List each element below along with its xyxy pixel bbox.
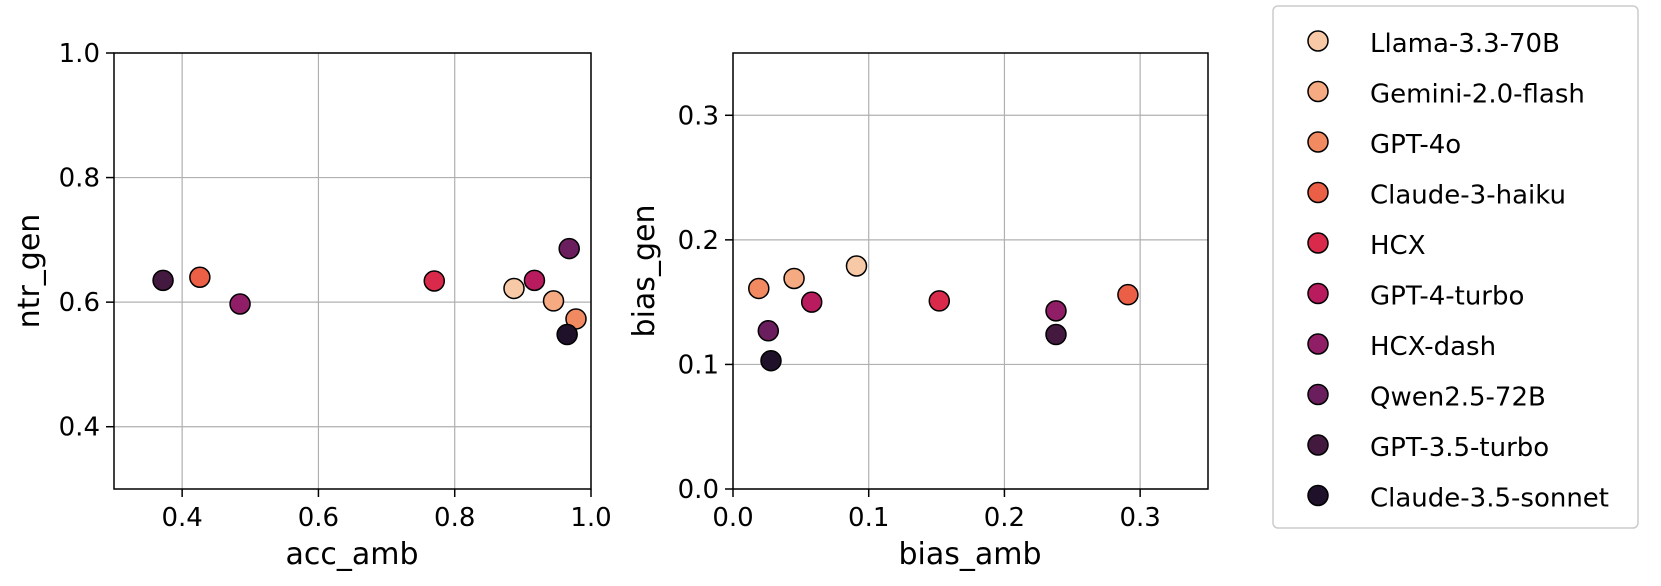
y-tick-label: 0.3 — [678, 101, 719, 131]
point-gemini-2-0-flash — [783, 267, 805, 290]
point-qwen2-5-72b — [757, 320, 780, 342]
legend-item-qwen2-5-72b: Qwen2.5-72B — [1307, 383, 1546, 413]
legend-item-gpt-4o: GPT-4o — [1307, 130, 1461, 160]
legend-item-claude-3-haiku: Claude-3-haiku — [1307, 181, 1566, 211]
legend-marker — [1307, 30, 1329, 52]
point-claude-3-5-sonnet — [556, 323, 578, 346]
legend-marker — [1307, 282, 1329, 305]
plot-frame — [732, 52, 1209, 490]
legend-marker — [1307, 232, 1329, 254]
x-axis-label: bias_amb — [898, 537, 1041, 572]
legend-label: HCX-dash — [1370, 332, 1496, 362]
plot-frame — [113, 52, 592, 490]
legend-marker — [1307, 434, 1329, 456]
x-tick-label: 0.3 — [1119, 503, 1160, 533]
point-gpt-3-5-turbo — [152, 269, 174, 292]
point-claude-3-haiku — [1117, 283, 1139, 306]
legend-label: Claude-3-haiku — [1370, 181, 1566, 211]
legend-item-gpt-4-turbo: GPT-4-turbo — [1307, 282, 1524, 312]
legend-marker — [1307, 333, 1329, 355]
legend-item-llama-3-3-70b: Llama-3.3-70B — [1307, 29, 1560, 59]
legend-item-hcx-dash: HCX-dash — [1307, 332, 1496, 362]
legend-label: Qwen2.5-72B — [1370, 383, 1546, 413]
y-tick-label: 1.0 — [59, 39, 100, 69]
legend-marker — [1307, 383, 1329, 406]
x-axis-label: acc_amb — [285, 537, 418, 572]
point-hcx-dash — [229, 293, 251, 315]
point-llama-3-3-70b — [503, 277, 525, 300]
legend-frame — [1272, 5, 1639, 529]
legend-marker — [1307, 484, 1329, 507]
point-llama-3-3-70b — [845, 255, 868, 277]
point-claude-3-5-sonnet — [760, 349, 782, 372]
point-qwen2-5-72b — [558, 237, 580, 260]
y-tick-label: 0.4 — [59, 413, 100, 443]
x-tick-label: 0.0 — [712, 503, 753, 533]
legend-marker — [1307, 181, 1329, 204]
y-tick-label: 0.8 — [59, 164, 100, 194]
legend-label: Gemini-2.0-flash — [1370, 80, 1585, 110]
legend-label: GPT-3.5-turbo — [1370, 433, 1549, 463]
x-tick-label: 0.1 — [848, 503, 889, 533]
x-tick-label: 0.8 — [434, 503, 475, 533]
point-gpt-4o — [748, 277, 770, 300]
legend-label: Llama-3.3-70B — [1370, 29, 1560, 59]
legend-label: HCX — [1370, 231, 1426, 261]
point-gpt-4-turbo — [523, 269, 546, 292]
legend-marker — [1307, 131, 1329, 153]
x-tick-label: 1.0 — [570, 503, 611, 533]
point-hcx — [423, 270, 446, 292]
legend: Llama-3.3-70B Gemini-2.0-flash GPT-4o Claud… — [1272, 5, 1639, 529]
chart-bias-amb-vs-bias-gen: 0.0 0.1 0.2 0.3 0.0 0.1 0.2 0.3 bias_amb bias_g… — [627, 52, 1209, 572]
point-gpt-3-5-turbo — [1045, 323, 1067, 346]
point-hcx-dash — [1045, 300, 1067, 322]
point-hcx — [928, 290, 951, 312]
y-tick-label: 0.2 — [678, 226, 719, 256]
chart-acc-vs-ntr: 0.4 0.6 0.8 1.0 0.4 0.6 0.8 1.0 acc_amb ntr_gen — [12, 39, 612, 572]
x-tick-label: 0.4 — [161, 503, 202, 533]
point-claude-3-haiku — [189, 266, 211, 288]
legend-item-gemini-2-0-flash: Gemini-2.0-flash — [1307, 80, 1585, 110]
point-gpt-4-turbo — [800, 291, 823, 313]
y-axis-label: bias_gen — [627, 205, 662, 338]
y-tick-label: 0.1 — [678, 350, 719, 380]
legend-label: Claude-3.5-sonnet — [1370, 484, 1609, 514]
legend-marker — [1307, 80, 1329, 103]
legend-label: GPT-4o — [1370, 130, 1461, 160]
legend-label: GPT-4-turbo — [1370, 282, 1524, 312]
legend-item-gpt-3-5-turbo: GPT-3.5-turbo — [1307, 433, 1549, 463]
y-axis-label: ntr_gen — [12, 214, 47, 329]
legend-item-hcx: HCX — [1307, 231, 1426, 261]
x-tick-label: 0.6 — [298, 503, 339, 533]
point-gemini-2-0-flash — [542, 290, 565, 312]
legend-item-claude-3-5-sonnet: Claude-3.5-sonnet — [1307, 484, 1609, 514]
y-tick-label: 0.6 — [59, 288, 100, 318]
x-tick-label: 0.2 — [984, 503, 1025, 533]
y-tick-label: 0.0 — [678, 475, 719, 505]
